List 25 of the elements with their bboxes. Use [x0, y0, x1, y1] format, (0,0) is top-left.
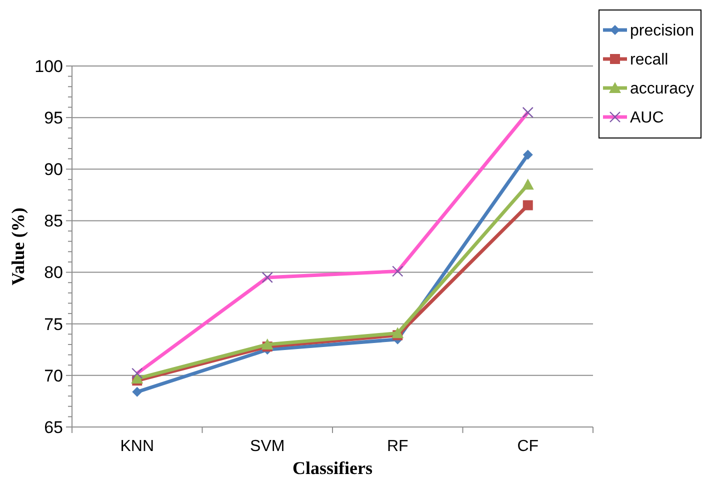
point: [522, 150, 533, 160]
x-tick-label: KNN: [120, 438, 154, 455]
y-tick-label: 70: [44, 366, 63, 386]
y-tick-label: 75: [44, 314, 63, 334]
point: [522, 200, 533, 210]
y-tick-label: 80: [44, 263, 63, 282]
point: [522, 178, 534, 190]
x-tick-label: SVM: [250, 438, 285, 455]
legend-label: recall: [630, 52, 668, 69]
y-tick-label: 65: [44, 418, 63, 437]
x-tick-label: RF: [386, 438, 409, 455]
y-tick-label: 90: [44, 160, 63, 180]
legend-label: AUC: [630, 110, 664, 127]
point: [261, 338, 274, 350]
y-axis-title: Value (%): [8, 208, 28, 286]
point: [132, 386, 142, 397]
legend-label: accuracy: [630, 80, 694, 98]
y-tick-label: 95: [44, 108, 63, 128]
x-tick-label: CF: [517, 438, 539, 455]
x-axis-title: Classifiers: [292, 458, 372, 478]
y-tick-label: 100: [34, 56, 63, 76]
point: [392, 327, 404, 338]
point: [131, 372, 144, 384]
legend-label: precision: [630, 22, 694, 40]
y-tick-label: 85: [44, 212, 63, 231]
